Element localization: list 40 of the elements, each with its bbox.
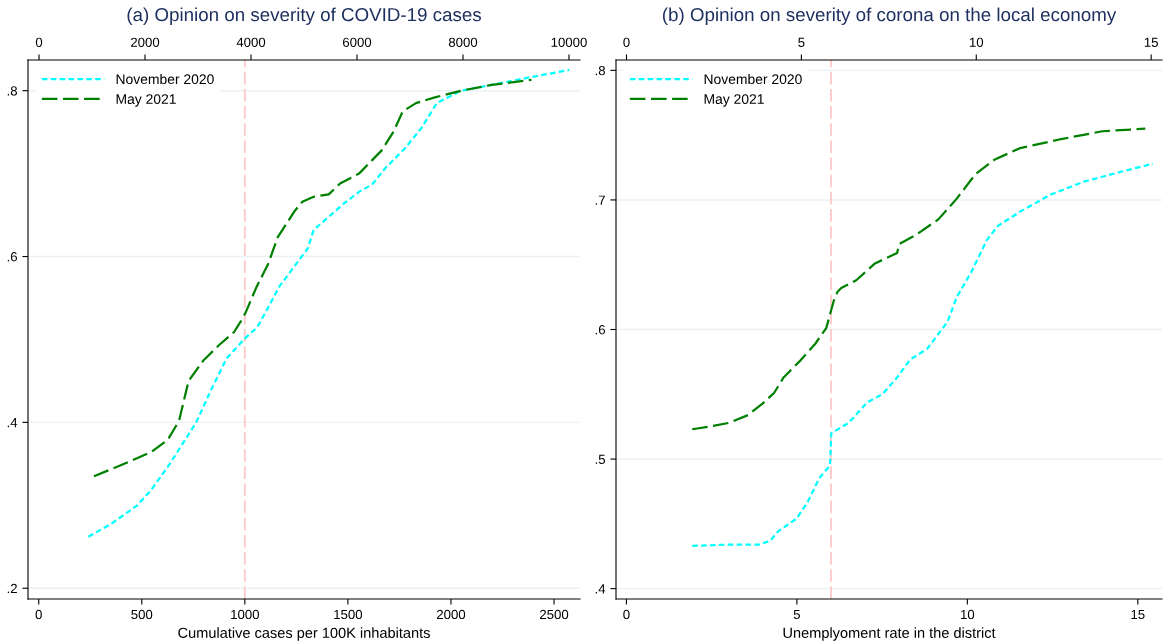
- x-tick-label: 500: [131, 609, 153, 620]
- legend-label: November 2020: [704, 73, 802, 85]
- y-tick-label: .8: [7, 86, 18, 96]
- chart-title: (b) Opinion on severity of corona on the local economy: [662, 7, 1117, 25]
- x-tick-label: 10: [961, 609, 975, 620]
- x-tick-label: 15: [1131, 609, 1145, 620]
- line-series: [691, 162, 1154, 547]
- x-tick-label: 5: [793, 609, 800, 620]
- x2-tick-label: 10: [969, 37, 984, 47]
- x2-tick-label: 15: [1144, 37, 1158, 47]
- x-tick-label: 2000: [436, 609, 466, 620]
- x-tick-label: 0: [35, 609, 42, 620]
- y-tick-label: .7: [595, 195, 605, 205]
- x2-tick-label: 2000: [131, 37, 160, 47]
- y-tick-label: .5: [595, 454, 606, 464]
- y-tick-label: .6: [7, 252, 17, 262]
- x-axis-title: Unemplyoment rate in the district: [783, 627, 996, 641]
- y-tick-label: .4: [595, 584, 606, 594]
- legend-label: November 2020: [116, 73, 214, 85]
- y-tick-label: .8: [595, 65, 606, 76]
- x2-tick-label: 8000: [448, 37, 478, 47]
- y-tick-label: .2: [7, 583, 17, 593]
- x-tick-label: 2500: [540, 609, 569, 620]
- legend-label: May 2021: [116, 94, 176, 107]
- x2-tick-label: 0: [623, 37, 630, 47]
- x-axis-title: Cumulative cases per 100K inhabitants: [178, 627, 430, 641]
- x-tick-label: 1500: [334, 609, 363, 620]
- x-tick-label: 1000: [231, 609, 259, 620]
- legend-label: May 2021: [704, 94, 764, 107]
- x2-tick-label: 4000: [236, 37, 266, 47]
- line-series: [87, 68, 571, 538]
- x2-tick-label: 10000: [551, 37, 587, 47]
- y-tick-label: .6: [595, 325, 605, 335]
- x2-tick-label: 5: [798, 37, 805, 47]
- y-tick-label: .4: [7, 418, 18, 428]
- x2-tick-label: 6000: [342, 37, 372, 47]
- line-series: [691, 127, 1147, 431]
- chart-title: (a) Opinion on severity of COVID-19 cases: [127, 7, 482, 25]
- x2-tick-label: 0: [35, 37, 43, 47]
- x-tick-label: 0: [623, 609, 630, 620]
